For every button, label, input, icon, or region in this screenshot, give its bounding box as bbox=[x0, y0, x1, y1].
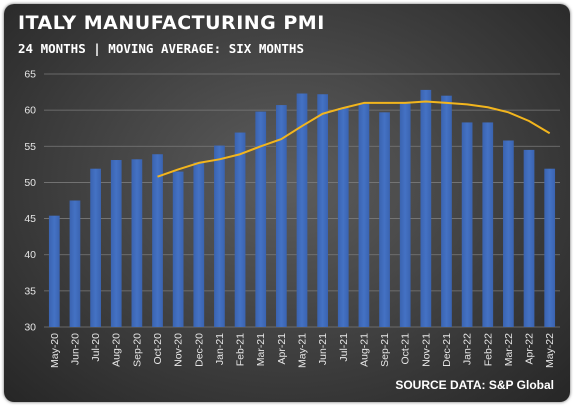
y-tick-label: 55 bbox=[24, 141, 36, 153]
bar bbox=[131, 159, 143, 327]
x-tick-label: Jan-21 bbox=[214, 333, 226, 365]
x-tick-label: Mar-22 bbox=[503, 333, 515, 366]
bar bbox=[441, 95, 452, 327]
bar bbox=[482, 122, 494, 327]
y-tick-label: 50 bbox=[24, 177, 36, 189]
x-tick-label: Apr-22 bbox=[524, 333, 536, 365]
chart-subtitle: 24 MONTHS | MOVING AVERAGE: SIX MONTHS bbox=[18, 41, 304, 56]
bar bbox=[461, 122, 473, 327]
bar bbox=[172, 171, 184, 327]
bar bbox=[69, 200, 81, 327]
bar bbox=[152, 154, 163, 327]
bar bbox=[193, 162, 205, 327]
x-tick-label: Aug-20 bbox=[111, 333, 123, 367]
x-tick-label: Dec-21 bbox=[441, 333, 453, 367]
bar bbox=[234, 132, 246, 327]
x-tick-label: Oct-21 bbox=[400, 333, 412, 365]
y-tick-label: 35 bbox=[24, 285, 36, 297]
bar bbox=[358, 103, 370, 327]
bar bbox=[523, 149, 535, 327]
x-tick-label: Oct-20 bbox=[152, 333, 164, 365]
y-tick-label: 65 bbox=[24, 69, 36, 81]
y-tick-label: 30 bbox=[24, 322, 36, 334]
x-tick-label: Sep-20 bbox=[131, 333, 143, 367]
bar bbox=[317, 94, 329, 328]
bar bbox=[275, 105, 287, 327]
x-tick-label: Jun-20 bbox=[69, 333, 81, 365]
x-tick-label: Sep-21 bbox=[379, 333, 391, 367]
x-tick-label: May-20 bbox=[49, 333, 61, 368]
x-tick-label: Jun-21 bbox=[317, 333, 329, 365]
x-tick-label: Feb-21 bbox=[235, 333, 247, 366]
x-tick-label: Apr-21 bbox=[276, 333, 288, 365]
bar bbox=[255, 111, 267, 328]
pmi-chart: 30 35 40 45 50 55 60 65 May-20 Jun-20 Jul-20 Aug-20… bbox=[24, 69, 560, 368]
x-tick-label: Feb-22 bbox=[482, 333, 494, 366]
y-tick-label: 45 bbox=[24, 213, 36, 225]
chart-frame: ITALY MANUFACTURING PMI 24 MONTHS | MOVI… bbox=[4, 4, 570, 402]
x-tick-label: May-22 bbox=[544, 333, 556, 368]
y-tick-label: 60 bbox=[24, 105, 36, 117]
x-tick-label: Nov-21 bbox=[420, 333, 432, 367]
x-tick-label: Mar-21 bbox=[255, 333, 267, 366]
bar bbox=[48, 215, 60, 327]
y-tick-label: 40 bbox=[24, 249, 36, 261]
bar bbox=[90, 168, 101, 327]
bar bbox=[379, 112, 390, 327]
chart-title: ITALY MANUFACTURING PMI bbox=[18, 12, 325, 34]
moving-average-line bbox=[157, 100, 551, 178]
x-tick-label: May-21 bbox=[297, 333, 309, 368]
bar bbox=[214, 145, 225, 327]
bar bbox=[110, 160, 122, 327]
bar bbox=[337, 107, 349, 327]
bar bbox=[503, 140, 514, 327]
x-tick-label: Aug-21 bbox=[358, 333, 370, 367]
source-note: SOURCE DATA: S&P Global bbox=[395, 378, 554, 392]
x-tick-label: Jan-22 bbox=[462, 333, 474, 365]
bar bbox=[296, 93, 308, 327]
x-tick-label: Dec-20 bbox=[193, 333, 205, 367]
bar bbox=[544, 168, 556, 327]
x-tick-label: Jul-21 bbox=[338, 333, 350, 362]
x-tick-label: Jul-20 bbox=[90, 333, 102, 362]
x-tick-label: Nov-20 bbox=[173, 333, 185, 367]
bar bbox=[399, 102, 411, 327]
bar bbox=[420, 89, 432, 327]
